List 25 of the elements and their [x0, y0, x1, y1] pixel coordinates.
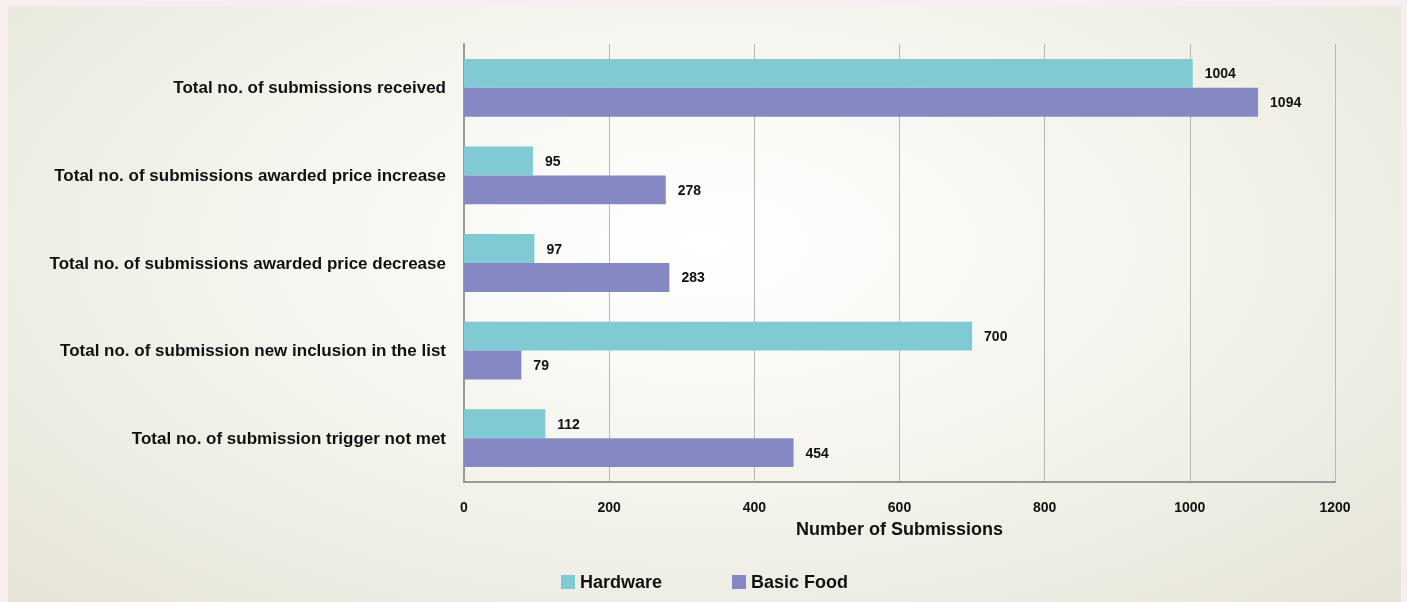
data-label: 454 [805, 444, 830, 461]
data-label: 1094 [1270, 94, 1302, 111]
x-tick-label: 1200 [1319, 499, 1351, 515]
data-label: 97 [546, 240, 563, 257]
x-tick-label: 400 [742, 499, 767, 515]
x-tick-label: 200 [597, 499, 622, 515]
legend-label: Basic Food [751, 572, 849, 592]
x-tick-label: 800 [1032, 499, 1057, 515]
x-axis-title: Number of Submissions [795, 519, 1004, 539]
y-tick-label: Total no. of submissions awarded price increase [54, 165, 446, 185]
data-label: 278 [677, 181, 702, 198]
data-label: 1004 [1204, 65, 1237, 82]
y-tick-label: Total no. of submission new inclusion in the list [60, 341, 447, 361]
x-tick-label: 0 [460, 499, 469, 515]
x-tick-label: 1000 [1174, 499, 1206, 515]
y-tick-label: Total no. of submissions awarded price decrease [49, 253, 446, 273]
x-tick-label: 600 [887, 499, 912, 515]
data-label: 79 [533, 357, 550, 374]
data-label: 95 [544, 152, 561, 169]
data-label: 700 [984, 328, 1008, 345]
y-tick-label: Total no. of submissions received [173, 78, 446, 98]
data-label: 112 [557, 415, 581, 432]
legend-label: Hardware [579, 572, 663, 592]
y-tick-label: Total no. of submission trigger not met [131, 428, 447, 448]
data-label: 283 [681, 269, 705, 286]
